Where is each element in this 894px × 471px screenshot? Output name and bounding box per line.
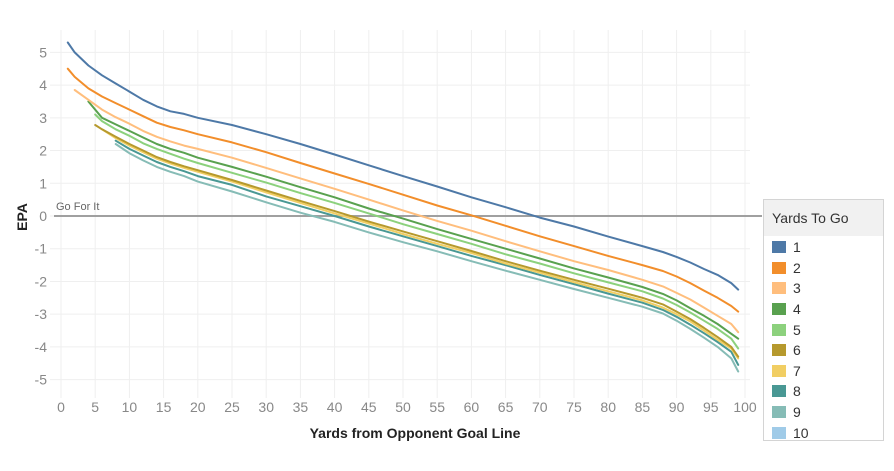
series-line-7 (101, 128, 740, 360)
legend-item-2[interactable]: 2 (764, 258, 883, 279)
legend-swatch (772, 261, 786, 274)
x-tick-label: 70 (532, 399, 548, 415)
x-tick-label: 5 (91, 399, 99, 415)
legend-item-5[interactable]: 5 (764, 319, 883, 340)
x-axis-ticks: 0 5 10 15 20 25 30 35 40 45 50 55 60 65 70 75 80 85 90 95 10… (57, 399, 757, 415)
series-line-5 (94, 113, 740, 350)
legend-label: 7 (793, 362, 801, 379)
legend-label: 5 (793, 321, 801, 338)
y-tick-label: 3 (39, 110, 47, 126)
legend-swatch (772, 406, 786, 419)
x-tick-label: 50 (395, 399, 411, 415)
y-tick-label: -4 (35, 339, 48, 355)
x-tick-label: 65 (498, 399, 514, 415)
y-tick-label: 2 (39, 143, 47, 159)
legend-item-9[interactable]: 9 (764, 402, 883, 423)
legend-label: 2 (793, 259, 801, 276)
x-tick-label: 40 (327, 399, 343, 415)
legend-swatch (772, 344, 786, 357)
x-tick-label: 75 (566, 399, 582, 415)
series-group (66, 41, 740, 373)
legend-items: 1 2 3 4 5 6 7 8 9 10 (764, 237, 883, 443)
series-line-3 (73, 89, 740, 334)
legend-item-1[interactable]: 1 (764, 237, 883, 258)
legend-label: 9 (793, 404, 801, 421)
y-tick-label: 4 (39, 77, 47, 93)
x-tick-label: 0 (57, 399, 65, 415)
legend-label: 1 (793, 239, 801, 256)
x-tick-label: 45 (361, 399, 377, 415)
legend-swatch (772, 426, 786, 439)
reference-line-label: Go For It (56, 201, 99, 213)
x-tick-label: 80 (600, 399, 616, 415)
legend-label: 6 (793, 342, 801, 359)
legend-item-3[interactable]: 3 (764, 278, 883, 299)
series-line-8 (114, 139, 740, 366)
x-tick-label: 10 (122, 399, 138, 415)
legend-label: 10 (793, 424, 809, 441)
x-tick-label: 95 (703, 399, 719, 415)
x-axis-title: Yards from Opponent Goal Line (310, 425, 521, 441)
legend-item-6[interactable]: 6 (764, 340, 883, 361)
legend-swatch (772, 282, 786, 295)
y-axis-title: EPA (14, 203, 30, 231)
legend-item-10[interactable]: 10 (764, 422, 883, 443)
legend-label: 4 (793, 301, 801, 318)
legend-swatch (772, 323, 786, 336)
series-line-9 (114, 143, 740, 373)
y-tick-label: 5 (39, 44, 47, 60)
x-tick-label: 100 (733, 399, 757, 415)
legend-swatch (772, 364, 786, 377)
y-tick-label: 1 (39, 175, 47, 191)
legend-swatch (772, 241, 786, 254)
y-tick-label: -2 (35, 273, 48, 289)
y-tick-label: -1 (35, 241, 48, 257)
x-tick-label: 30 (258, 399, 274, 415)
x-tick-label: 60 (464, 399, 480, 415)
reference-line-group: Go For It (54, 201, 762, 217)
legend: Yards To Go 1 2 3 4 5 6 7 8 9 10 (763, 199, 884, 441)
legend-title: Yards To Go (764, 200, 883, 236)
x-tick-label: 25 (224, 399, 240, 415)
legend-swatch (772, 385, 786, 398)
legend-swatch (772, 303, 786, 316)
x-tick-label: 90 (669, 399, 685, 415)
series-line-2 (66, 67, 740, 313)
x-tick-label: 20 (190, 399, 206, 415)
y-tick-label: 0 (39, 208, 47, 224)
grid (50, 30, 750, 398)
y-axis-ticks: -5 -4 -3 -2 -1 0 1 2 3 4 5 (35, 44, 48, 387)
x-tick-label: 15 (156, 399, 172, 415)
legend-item-7[interactable]: 7 (764, 361, 883, 382)
series-line-1 (66, 41, 740, 291)
x-tick-label: 35 (293, 399, 309, 415)
legend-label: 3 (793, 280, 801, 297)
y-tick-label: -3 (35, 306, 48, 322)
series-line-6 (94, 124, 740, 358)
legend-item-4[interactable]: 4 (764, 299, 883, 320)
x-tick-label: 85 (635, 399, 651, 415)
legend-label: 8 (793, 383, 801, 400)
y-tick-label: -5 (35, 372, 48, 388)
x-tick-label: 55 (429, 399, 445, 415)
series-line-4 (87, 100, 740, 340)
legend-item-8[interactable]: 8 (764, 381, 883, 402)
